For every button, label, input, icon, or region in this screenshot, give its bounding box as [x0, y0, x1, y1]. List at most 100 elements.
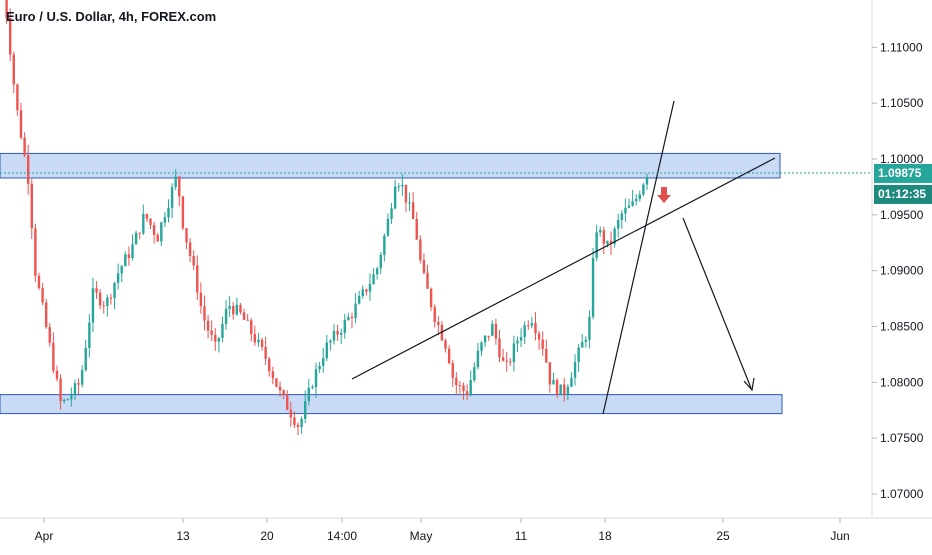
candle-body — [555, 380, 559, 395]
candle-body — [84, 347, 87, 371]
candle-body — [66, 399, 69, 401]
candle-body — [224, 308, 228, 325]
candle-body — [534, 322, 537, 334]
resistance-zone[interactable] — [0, 152, 781, 179]
candle-body — [541, 339, 544, 349]
candle-body — [577, 347, 580, 363]
candle-body — [584, 339, 588, 342]
candle-body — [433, 307, 436, 322]
candle-body — [419, 239, 422, 261]
candle-body — [325, 342, 328, 359]
candle-body — [192, 256, 195, 266]
candle-body — [246, 319, 249, 321]
candle-body — [282, 390, 285, 395]
candle-body — [437, 321, 440, 325]
candle-body — [512, 343, 516, 362]
candle-body — [80, 370, 84, 385]
support-zone[interactable] — [0, 394, 783, 415]
candle-body — [415, 218, 418, 240]
candle-body — [307, 387, 311, 402]
candle-body — [368, 284, 372, 292]
candle-body — [339, 332, 343, 335]
time-tick-label: 13 — [176, 529, 190, 543]
candle-body — [393, 186, 397, 209]
candle-body — [52, 342, 55, 371]
candle-body — [16, 84, 19, 111]
candle-body — [134, 232, 138, 245]
candle-body — [131, 244, 134, 258]
time-tick-label: 11 — [515, 529, 528, 543]
price-axis[interactable]: 1.07000 1.07500 1.08000 1.08500 1.09000 1.095… — [871, 0, 924, 518]
candle-body — [278, 386, 282, 391]
candle-body — [88, 322, 91, 348]
candle-body — [501, 357, 505, 361]
candle-body — [332, 330, 336, 341]
price-tick-label: 1.07500 — [880, 431, 924, 445]
candle-body — [527, 325, 530, 327]
candle-body — [354, 303, 357, 319]
candle-body — [203, 306, 206, 321]
price-tick-label: 1.09500 — [880, 208, 924, 222]
candle-body — [602, 230, 606, 244]
candle-body — [343, 319, 346, 333]
candle-body — [257, 339, 260, 343]
zones-layer — [0, 152, 783, 415]
candle-body — [595, 232, 598, 258]
candle-body — [573, 362, 577, 378]
candle-body — [37, 275, 41, 289]
candle-body — [73, 383, 77, 396]
last-price-label: 1.09875 — [878, 166, 922, 180]
candle-body — [588, 316, 591, 340]
candle-body — [357, 295, 361, 304]
candle-body — [138, 232, 141, 234]
candle-body — [599, 230, 602, 233]
sell-signal-arrow-icon — [657, 187, 671, 203]
candle-body — [581, 341, 584, 348]
candle-body — [624, 207, 627, 214]
candle-body — [228, 306, 231, 309]
candle-body — [361, 289, 364, 296]
time-tick-label: May — [410, 529, 433, 543]
candle-body — [250, 320, 253, 335]
candle-body — [95, 288, 98, 293]
candle-body — [318, 365, 321, 370]
candle-body — [451, 363, 454, 378]
candle-body — [505, 360, 508, 362]
projection-arrow-line[interactable] — [682, 217, 752, 389]
time-tick-label: Apr — [35, 529, 54, 543]
candle-body — [260, 339, 264, 347]
price-tick-label: 1.10500 — [880, 96, 924, 110]
candle-body — [221, 324, 224, 339]
candle-body — [401, 184, 404, 187]
candle-body — [386, 218, 390, 236]
candle-body — [214, 334, 217, 342]
candle-body — [23, 137, 26, 156]
candle-body — [264, 346, 267, 359]
candle-body — [379, 254, 382, 269]
steep-trendline[interactable] — [602, 100, 675, 415]
candle-body — [426, 272, 429, 289]
candle-body — [152, 225, 156, 235]
candle-body — [142, 213, 145, 234]
price-tick-label: 1.11000 — [880, 40, 923, 54]
candle-body — [48, 327, 51, 343]
candle-body — [498, 338, 501, 358]
candle-body — [167, 207, 170, 218]
candle-body — [383, 235, 386, 255]
candle-body — [300, 418, 303, 427]
candle-body — [44, 302, 48, 328]
candle-body — [253, 334, 257, 343]
ascending-trendline[interactable] — [351, 157, 776, 380]
candle-body — [552, 380, 555, 385]
time-axis[interactable]: Apr 13 20 14:00 May 11 18 25 Jun — [0, 517, 932, 543]
candle-body — [34, 228, 37, 276]
countdown-label: 01:12:35 — [878, 187, 926, 201]
price-tick-label: 1.08500 — [880, 320, 924, 334]
candle-body — [311, 387, 314, 389]
candle-body — [645, 176, 649, 185]
candle-body — [124, 254, 127, 267]
candle-body — [350, 316, 354, 319]
candle-body — [149, 218, 152, 226]
